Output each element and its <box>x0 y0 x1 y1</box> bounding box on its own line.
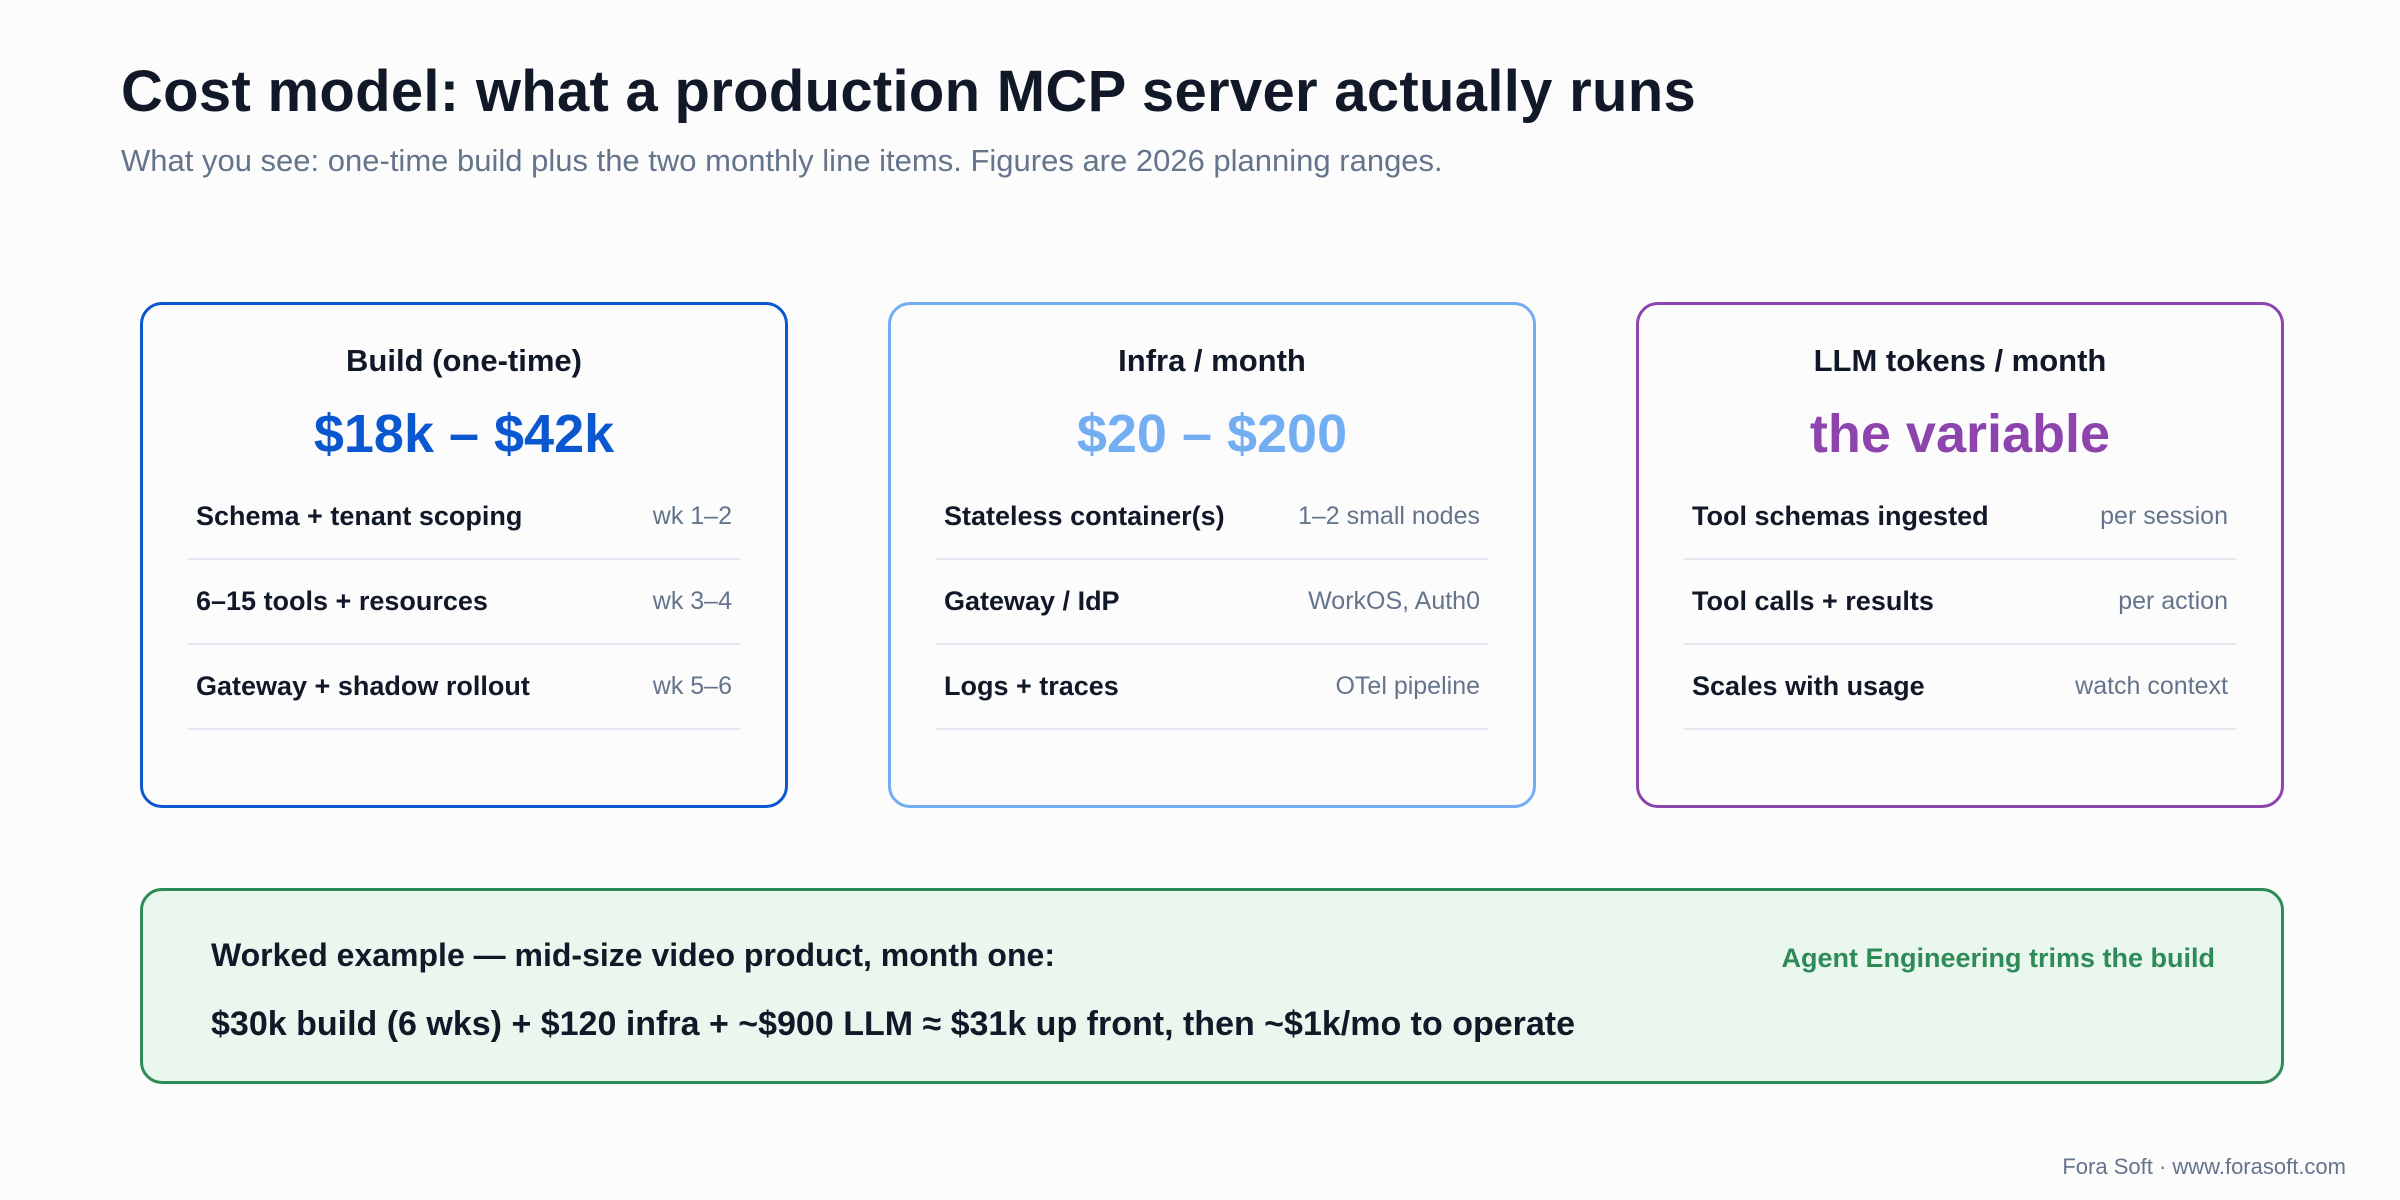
page-title: Cost model: what a production MCP server… <box>121 59 1697 124</box>
footer-credit: Fora Soft · www.forasoft.com <box>2062 1154 2346 1179</box>
card-value: the variable <box>1809 404 2111 464</box>
row-label: Gateway / IdP <box>944 586 1120 616</box>
row-label: Tool schemas ingested <box>1692 501 1989 531</box>
row-label: Tool calls + results <box>1692 586 1934 616</box>
row-value: OTel pipeline <box>1335 672 1480 700</box>
card-row: Tool schemas ingested per session <box>1684 475 2236 560</box>
worked-example-box: Worked example — mid-size video product,… <box>140 888 2284 1084</box>
row-value: per session <box>2100 502 2228 530</box>
card-row: Stateless container(s) 1–2 small nodes <box>936 475 1488 560</box>
card-rows: Stateless container(s) 1–2 small nodes G… <box>936 475 1488 730</box>
card-value: $18k – $42k <box>313 404 615 464</box>
example-tag: Agent Engineering trims the build <box>1781 943 2215 973</box>
card-row: Gateway + shadow rollout wk 5–6 <box>188 645 740 730</box>
card-row: Gateway / IdP WorkOS, Auth0 <box>936 560 1488 645</box>
card-rows: Schema + tenant scoping wk 1–2 6–15 tool… <box>188 475 740 730</box>
row-label: Gateway + shadow rollout <box>196 671 530 701</box>
row-label: Schema + tenant scoping <box>196 501 523 531</box>
card-row: 6–15 tools + resources wk 3–4 <box>188 560 740 645</box>
card-rows: Tool schemas ingested per session Tool c… <box>1684 475 2236 730</box>
row-value: per action <box>2118 587 2228 615</box>
card-title: Infra / month <box>1118 343 1306 378</box>
row-label: Stateless container(s) <box>944 501 1225 531</box>
card-infra: Infra / month $20 – $200 Stateless conta… <box>888 302 1536 808</box>
row-value: wk 1–2 <box>652 502 732 530</box>
card-value: $20 – $200 <box>1076 404 1348 464</box>
page-subtitle: What you see: one-time build plus the tw… <box>121 143 1443 178</box>
row-label: Logs + traces <box>944 671 1119 701</box>
row-value: wk 3–4 <box>652 587 732 615</box>
row-value: watch context <box>2075 672 2228 700</box>
card-row: Logs + traces OTel pipeline <box>936 645 1488 730</box>
row-value: 1–2 small nodes <box>1297 502 1480 530</box>
card-title: Build (one-time) <box>346 343 582 378</box>
row-label: Scales with usage <box>1692 671 1925 701</box>
card-row: Scales with usage watch context <box>1684 645 2236 730</box>
example-heading: Worked example — mid-size video product,… <box>211 937 1055 973</box>
card-title: LLM tokens / month <box>1813 343 2107 378</box>
card-row: Tool calls + results per action <box>1684 560 2236 645</box>
row-value: WorkOS, Auth0 <box>1308 587 1480 615</box>
card-llm-tokens: LLM tokens / month the variable Tool sch… <box>1636 302 2284 808</box>
card-build: Build (one-time) $18k – $42k Schema + te… <box>140 302 788 808</box>
example-body: $30k build (6 wks) + $120 infra + ~$900 … <box>211 1005 1576 1043</box>
row-label: 6–15 tools + resources <box>196 586 488 616</box>
card-row: Schema + tenant scoping wk 1–2 <box>188 475 740 560</box>
row-value: wk 5–6 <box>652 672 732 700</box>
